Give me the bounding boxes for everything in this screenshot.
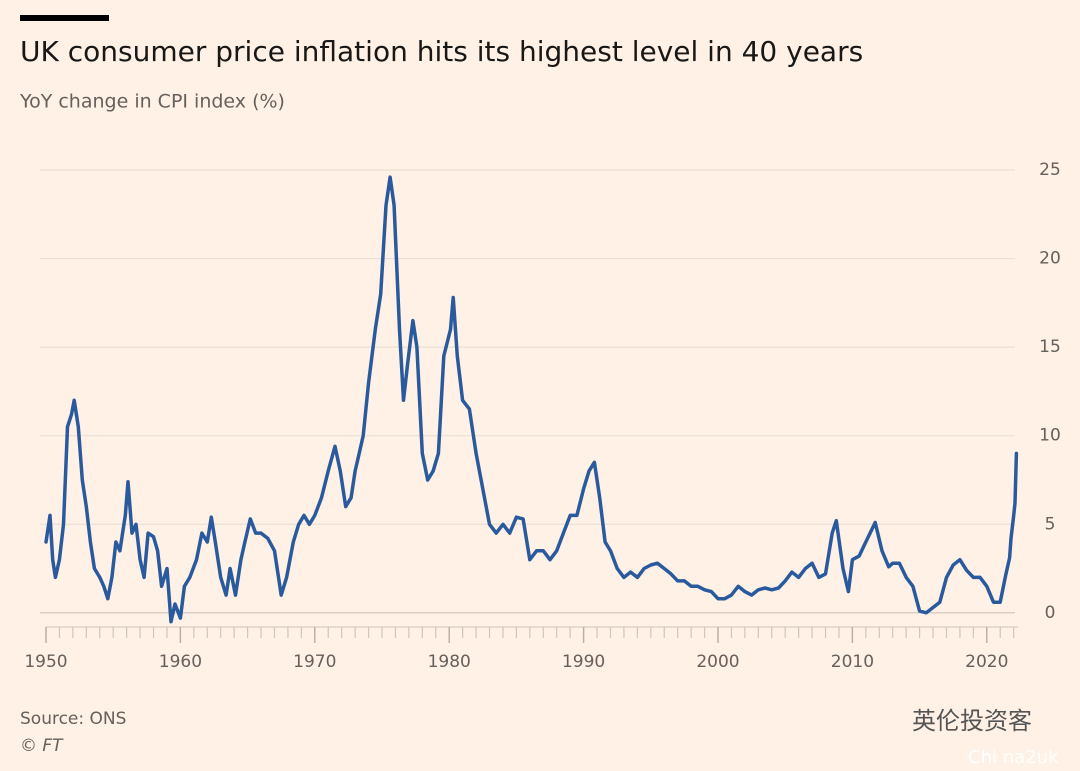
y-tick-label: 15: [1039, 337, 1061, 357]
x-tick-label: 1960: [159, 652, 202, 672]
watermark-sub: Chi na2uk: [968, 747, 1059, 768]
y-tick-label: 25: [1039, 160, 1061, 180]
x-tick-label: 1990: [562, 652, 605, 672]
y-tick-label: 10: [1039, 426, 1061, 446]
data-line: [44, 175, 1019, 624]
source: Source: ONS: [20, 709, 126, 729]
credit: © FT: [20, 736, 64, 756]
x-tick-label: 2020: [965, 652, 1008, 672]
plot: 0 5 10 15 20 25 1950 1960 1970 1980 1990 2000 2010 20…: [24, 160, 1060, 672]
x-tick-label: 2010: [831, 652, 874, 672]
watermark: 英伦投资客: [912, 707, 1032, 735]
x-tick-label: 1970: [293, 652, 336, 672]
x-tick-label: 1980: [428, 652, 471, 672]
x-tick-label: 2000: [696, 652, 739, 672]
chart-title: UK consumer price inflation hits its hig…: [20, 35, 863, 68]
y-tick-label: 20: [1039, 249, 1061, 269]
chart-subtitle: YoY change in CPI index (%): [19, 91, 285, 113]
y-tick-label: 0: [1045, 603, 1056, 623]
x-tick-label: 1950: [24, 652, 67, 672]
y-tick-label: 5: [1045, 514, 1056, 534]
brand-bar: [20, 15, 109, 21]
